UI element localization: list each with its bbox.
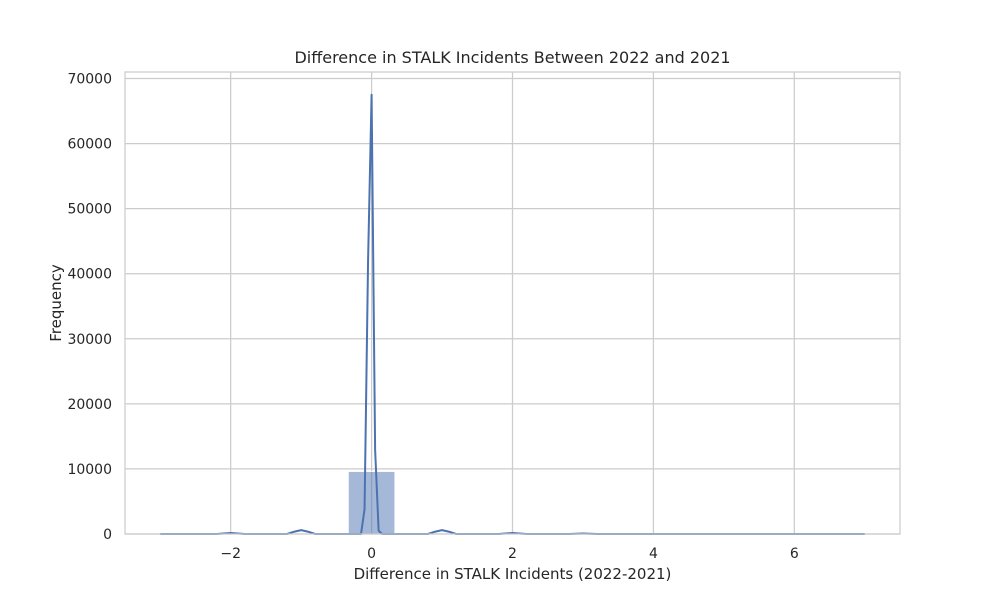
y-tick-label: 20000 [67, 397, 112, 413]
y-tick-label: 10000 [67, 462, 112, 478]
y-tick-label: 40000 [67, 267, 112, 283]
x-tick-label: 0 [367, 546, 376, 562]
y-tick-label: 60000 [67, 137, 112, 153]
x-tick-label: −2 [220, 546, 241, 562]
histogram-bar [347, 471, 396, 535]
x-tick-label: 2 [508, 546, 517, 562]
y-tick-label: 30000 [67, 332, 112, 348]
y-tick-labels: 0 10000 20000 30000 40000 50000 60000 70000 [67, 72, 112, 543]
y-tick-label: 0 [103, 527, 112, 543]
grid-lines [125, 72, 900, 535]
x-axis-label: Difference in STALK Incidents (2022-2021… [354, 565, 672, 583]
y-tick-label: 50000 [67, 202, 112, 218]
x-tick-label: 4 [649, 546, 658, 562]
plot-frame [124, 71, 901, 535]
y-tick-label: 70000 [67, 72, 112, 88]
chart-title: Difference in STALK Incidents Between 20… [294, 48, 730, 67]
x-tick-labels: −2 0 2 4 6 [220, 546, 798, 562]
y-axis-label: Frequency [47, 264, 65, 342]
x-tick-label: 6 [790, 546, 799, 562]
